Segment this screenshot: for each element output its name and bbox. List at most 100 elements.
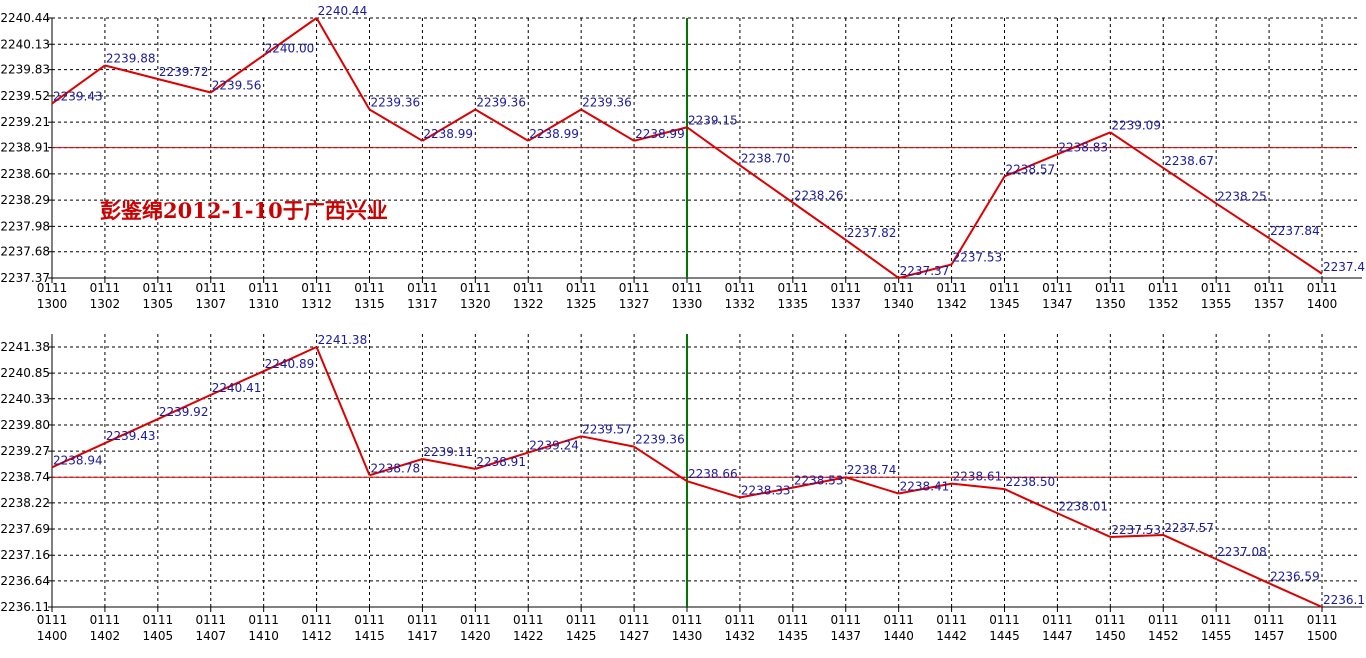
x-tick-label-time: 1315 [354,297,385,311]
data-point-label: 2238.99 [529,127,579,141]
x-tick-label-date: 0111 [725,281,756,295]
series-segment [474,108,529,142]
x-tick-label-time: 1300 [37,297,68,311]
data-point-label: 2239.72 [159,65,209,79]
series-segment [898,263,952,279]
series-segment [686,480,741,499]
y-tick-label: 2239.21 [0,115,50,129]
data-point-label: 2239.88 [106,51,156,65]
x-tick-label-time: 1325 [566,297,597,311]
x-tick-label-date: 0111 [1201,281,1232,295]
x-tick-label-time: 1430 [672,629,703,643]
x-tick-label-time: 1332 [725,297,756,311]
y-tick-label: 2237.16 [0,548,50,562]
x-tick-label-date: 0111 [90,613,121,627]
x-tick-label-time: 1342 [936,297,967,311]
x-tick-label-date: 0111 [248,613,279,627]
series-segment [157,78,211,94]
y-tick-label: 2239.27 [0,444,50,458]
watermark-text: 彭鉴绵2012-1-10于广西兴业 [100,198,388,223]
data-point-label: 2241.38 [318,333,368,347]
y-tick-label: 2237.98 [0,219,50,233]
series-segment [104,418,159,445]
data-point-label: 2240.41 [212,381,262,395]
y-tick-label: 2241.38 [0,340,50,354]
series-segment [792,201,847,241]
x-tick-label-date: 0111 [936,613,967,627]
x-tick-label-date: 0111 [513,613,544,627]
data-point-label: 2238.57 [1006,162,1056,176]
series-segment [421,108,476,142]
data-point-label: 2237.53 [953,250,1003,264]
x-tick-label-date: 0111 [1254,281,1285,295]
data-point-label: 2239.92 [159,405,209,419]
data-point-label: 2238.53 [794,474,844,488]
series-segment [315,17,371,110]
data-point-label: 2239.09 [1111,118,1161,132]
x-tick-label-date: 0111 [778,613,809,627]
data-point-label: 2236.59 [1270,569,1320,583]
x-tick-label-time: 1312 [301,297,332,311]
data-point-label: 2239.56 [212,79,262,93]
data-point-label: 2238.94 [53,453,103,467]
data-point-label: 2238.74 [847,463,897,477]
series-segment [1215,558,1270,585]
x-tick-label-date: 0111 [989,281,1020,295]
series-segment [580,435,635,448]
x-tick-label-time: 1345 [989,297,1020,311]
x-tick-label-time: 1307 [195,297,226,311]
data-point-label: 2238.67 [1164,154,1214,168]
data-point-label: 2238.91 [476,455,526,469]
series-segment [51,64,106,105]
series-segment [950,175,1006,265]
y-tick-label: 2237.68 [0,245,50,259]
data-point-label: 2239.36 [635,433,685,447]
x-tick-label-date: 0111 [566,613,597,627]
x-tick-label-time: 1417 [407,629,438,643]
x-tick-label-time: 1435 [778,629,809,643]
lower-chart-panel: 2241.382240.852240.332239.802239.272238.… [0,333,1366,643]
x-tick-label-date: 0111 [883,281,914,295]
data-point-label: 2240.89 [265,357,315,371]
y-tick-label: 2238.22 [0,496,50,510]
x-tick-label-time: 1355 [1201,297,1232,311]
y-tick-label: 2237.37 [0,271,50,285]
data-point-label: 2237.08 [1217,545,1267,559]
x-tick-label-date: 0111 [672,613,703,627]
series-segment [315,346,371,476]
x-tick-label-time: 1420 [460,629,491,643]
series-segment [739,486,794,499]
x-tick-label-date: 0111 [301,281,332,295]
data-point-label: 2237.57 [1164,521,1214,535]
y-tick-label: 2238.29 [0,193,50,207]
x-tick-label-date: 0111 [1254,613,1285,627]
data-point-label: 2239.11 [423,445,473,459]
x-tick-label-time: 1452 [1148,629,1179,643]
x-tick-label-date: 0111 [1148,281,1179,295]
x-tick-label-time: 1335 [778,297,809,311]
series-segment [580,108,635,142]
x-tick-label-time: 1457 [1254,629,1285,643]
x-tick-label-date: 0111 [90,281,121,295]
x-tick-label-date: 0111 [513,281,544,295]
data-point-label: 2239.36 [371,95,421,109]
x-tick-label-time: 1410 [248,629,279,643]
x-tick-label-time: 1450 [1095,629,1126,643]
series-segment [210,370,265,396]
x-tick-label-time: 1405 [143,629,174,643]
data-point-label: 2240.00 [265,41,315,55]
series-segment [1162,534,1217,561]
series-segment [1215,202,1270,240]
x-tick-label-date: 0111 [566,281,597,295]
series-segment [633,126,688,142]
x-tick-label-time: 1500 [1307,629,1338,643]
data-point-label: 2238.66 [688,467,738,481]
x-tick-label-time: 1455 [1201,629,1232,643]
x-tick-label-time: 1302 [90,297,121,311]
x-tick-label-date: 0111 [1095,281,1126,295]
x-tick-label-date: 0111 [354,613,385,627]
x-tick-label-time: 1402 [90,629,121,643]
x-tick-label-date: 0111 [460,613,491,627]
x-tick-label-time: 1327 [619,297,650,311]
